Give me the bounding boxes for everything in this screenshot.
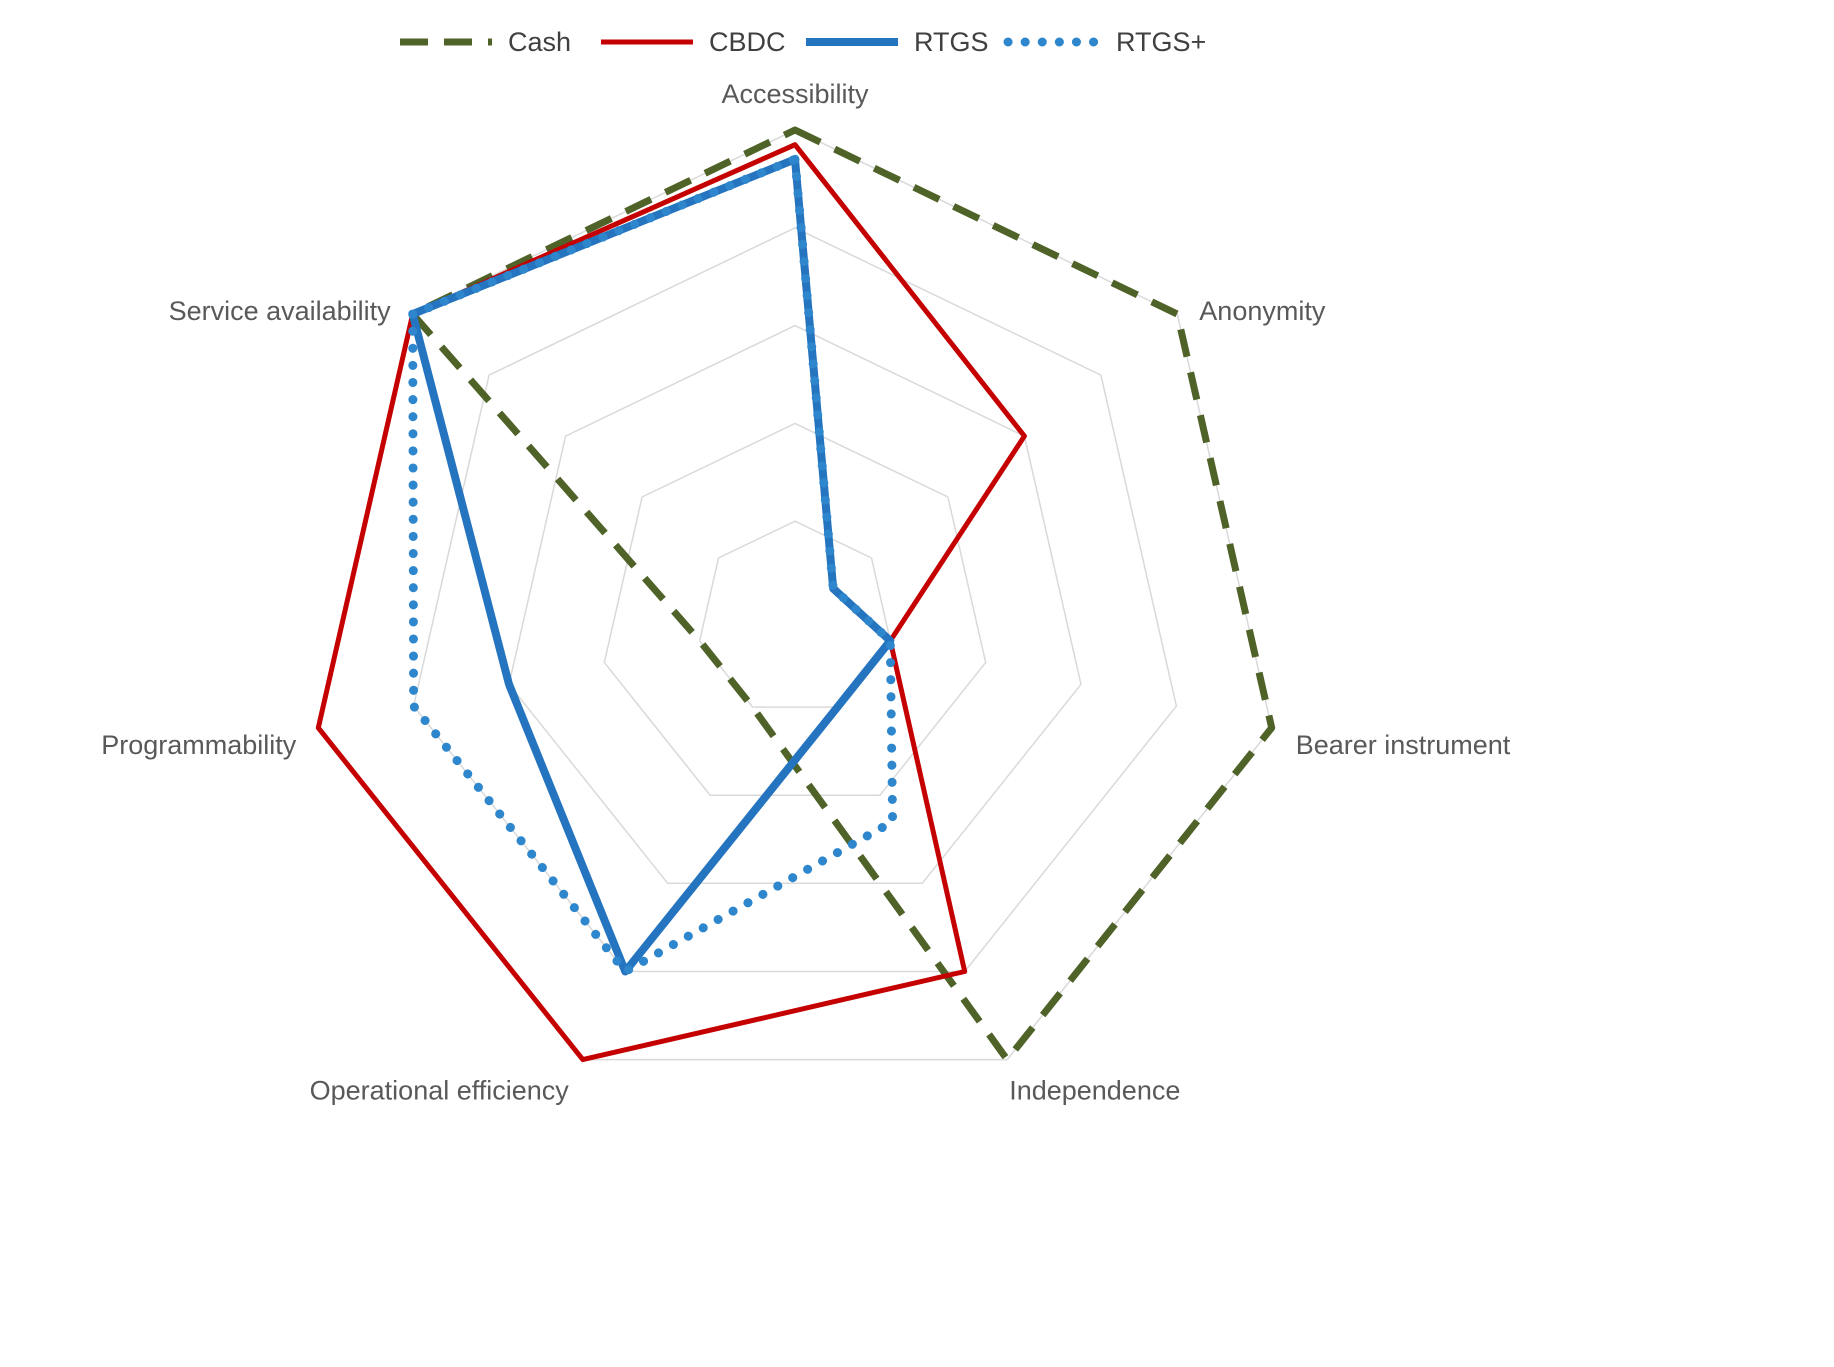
- series-cash: [409, 126, 1276, 1064]
- legend-item-cash: Cash: [400, 27, 571, 57]
- series-polygon-cash: [409, 126, 1276, 1064]
- grid-ring-3: [508, 324, 1082, 885]
- axis-label-accessibility: Accessibility: [721, 79, 869, 109]
- axis-label-bearer-instrument: Bearer instrument: [1296, 730, 1511, 760]
- axis-label-programmability: Programmability: [101, 730, 297, 760]
- grid-ring-2: [603, 422, 987, 796]
- series-polygon-cbdc: [315, 142, 1027, 1063]
- grid-ring-5: [317, 129, 1273, 1061]
- legend-label-cbdc: CBDC: [709, 27, 786, 57]
- axis-label-operational-efficiency: Operational efficiency: [310, 1076, 570, 1106]
- legend-label-rtgsplus: RTGS+: [1116, 27, 1206, 57]
- axis-label-independence: Independence: [1009, 1076, 1180, 1106]
- axis-labels: Accessibility Anonymity Bearer instrument I…: [101, 79, 1511, 1106]
- grid-rings: [317, 129, 1273, 1061]
- axis-label-service-availability: Service availability: [169, 296, 392, 326]
- legend-item-rtgs: RTGS: [806, 27, 989, 57]
- series-cbdc: [315, 142, 1027, 1063]
- legend-item-rtgsplus: RTGS+: [1003, 27, 1206, 57]
- axis-label-anonymity: Anonymity: [1199, 296, 1326, 326]
- grid-ring-1: [698, 520, 892, 708]
- legend-item-cbdc: CBDC: [601, 27, 786, 57]
- series-rtgsplus: [408, 154, 898, 976]
- legend-label-cash: Cash: [508, 27, 571, 57]
- legend: Cash CBDC RTGS RTGS+: [400, 27, 1206, 57]
- legend-label-rtgs: RTGS: [914, 27, 989, 57]
- series-polygon-rtgsplus: [408, 154, 898, 976]
- grid-ring-4: [412, 226, 1178, 973]
- series-polygon-rtgs: [408, 155, 895, 976]
- series-rtgs: [408, 155, 895, 976]
